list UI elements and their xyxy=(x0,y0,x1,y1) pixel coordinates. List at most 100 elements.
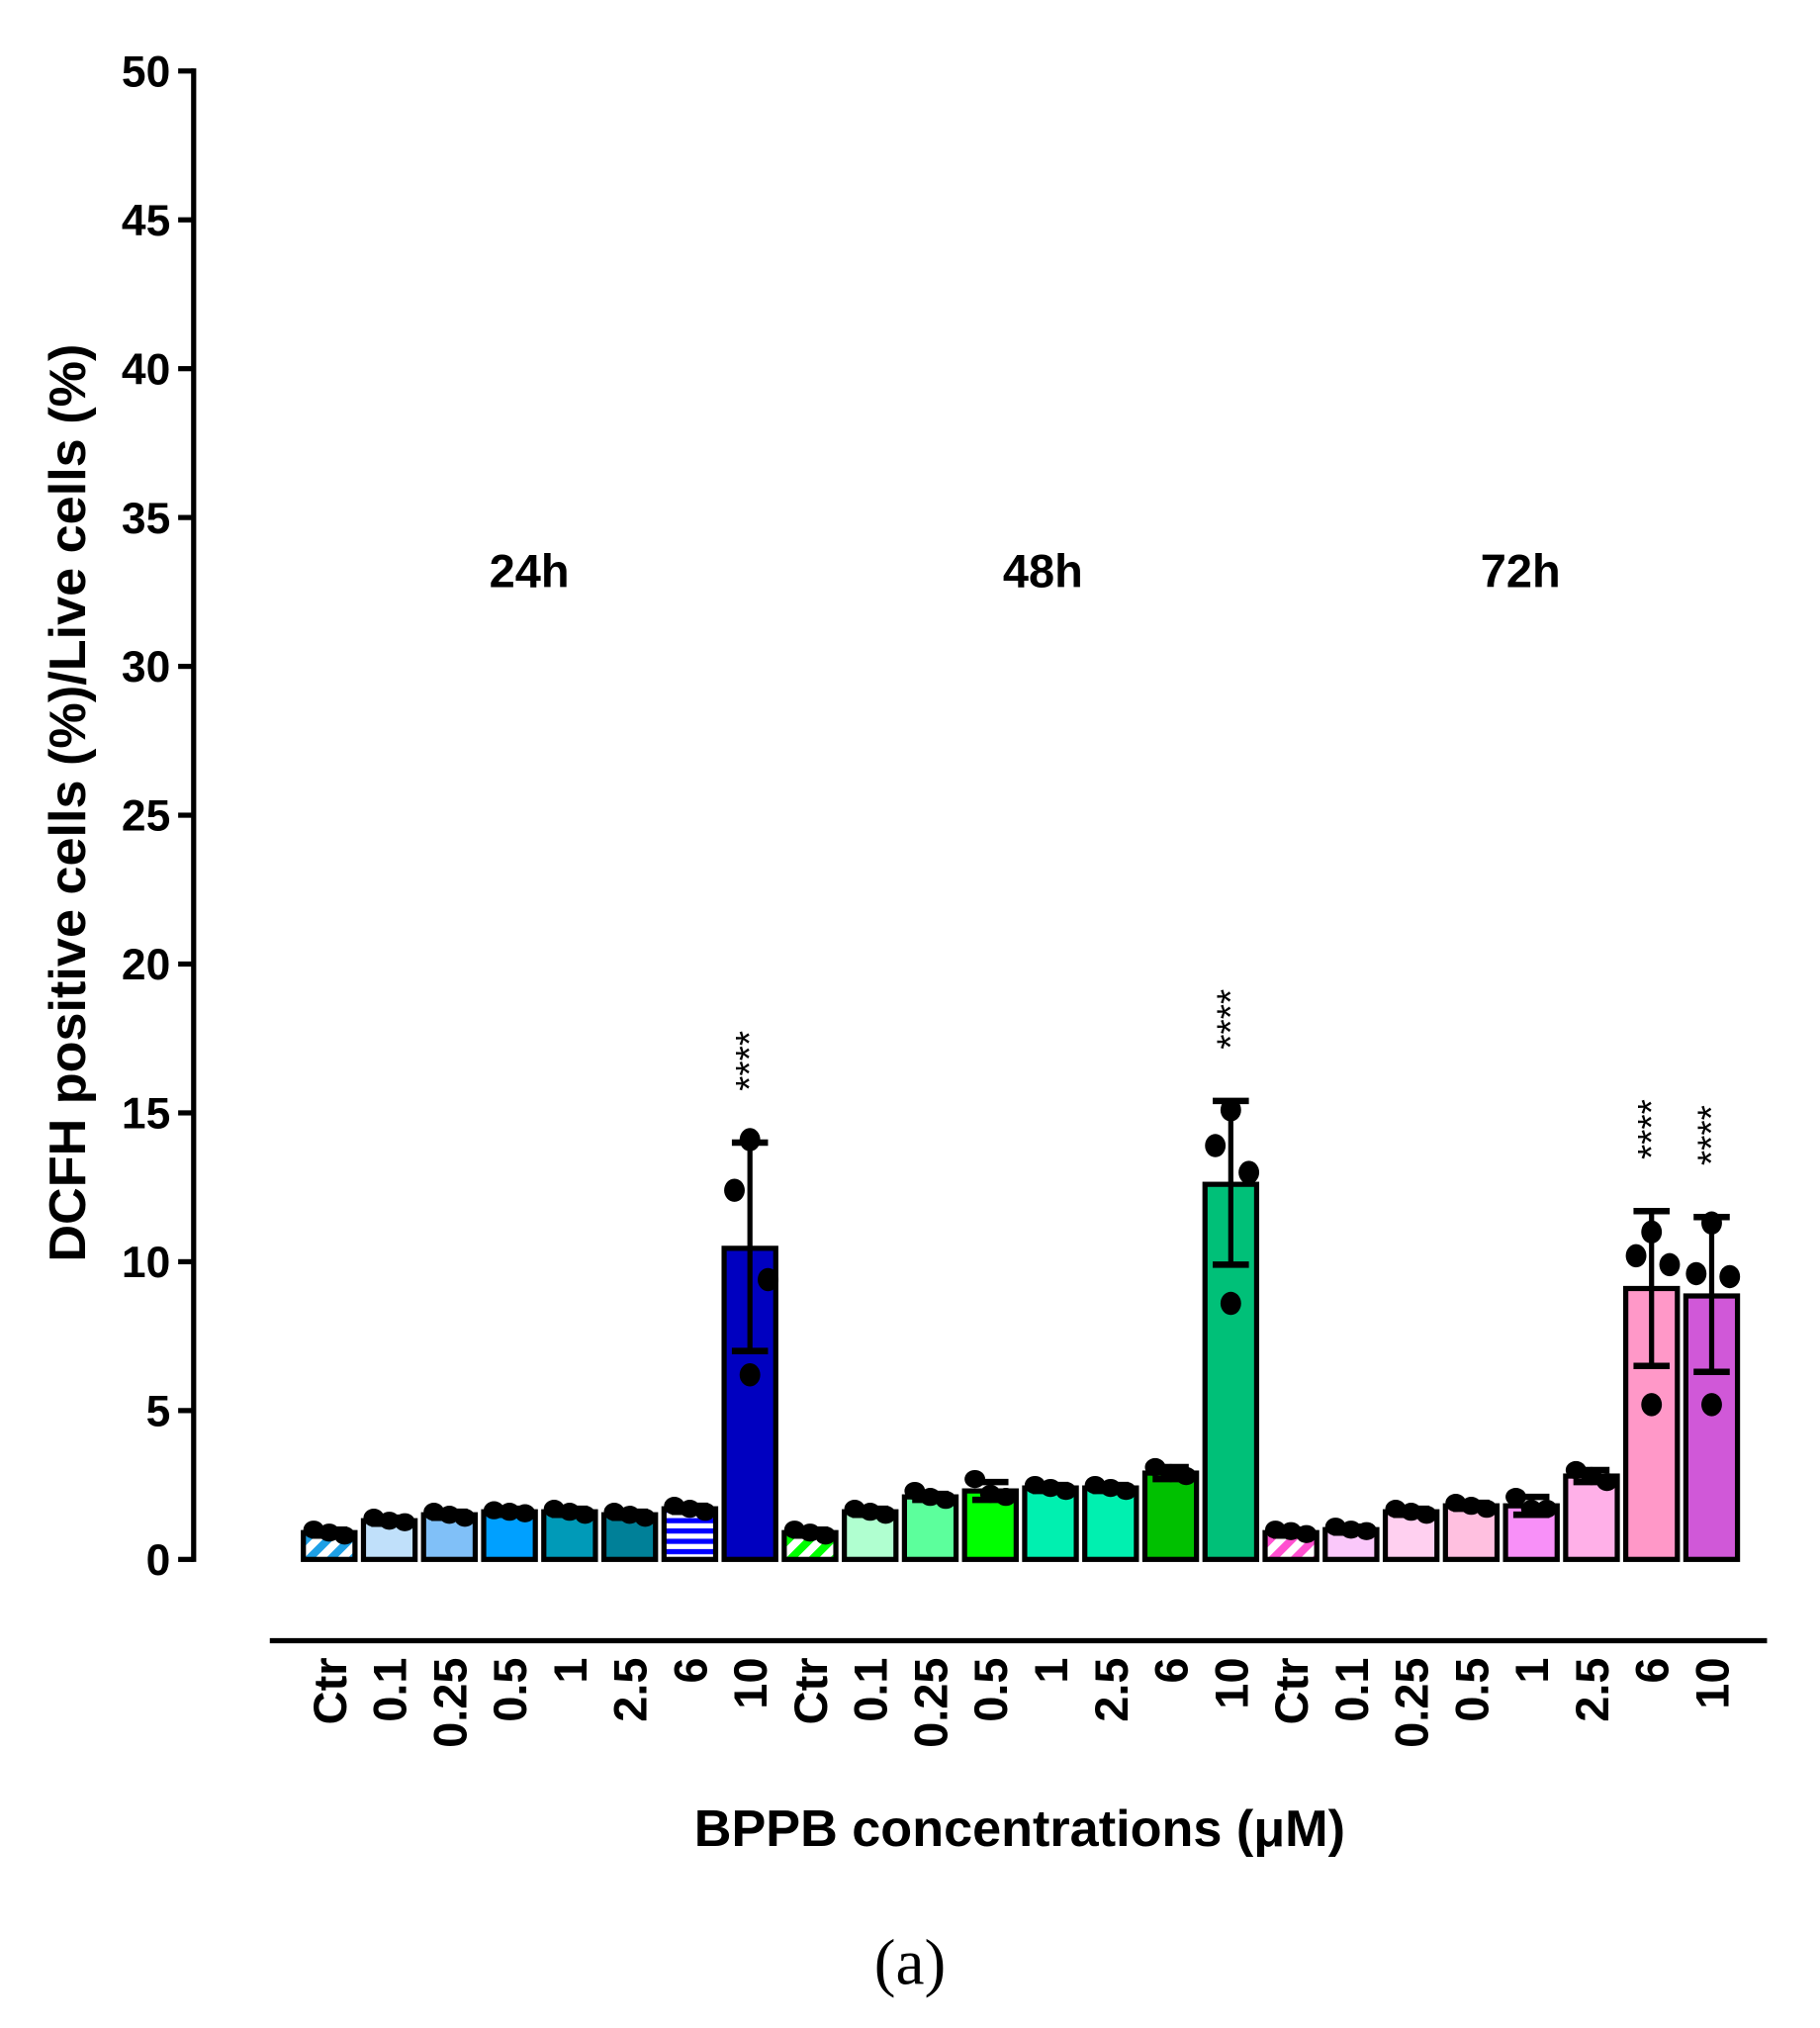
y-tick-label: 35 xyxy=(122,495,170,543)
y-tick-label: 25 xyxy=(122,792,170,841)
group-label: 24h xyxy=(490,545,570,598)
x-tick-label: 6 xyxy=(1145,1657,1198,1683)
data-point xyxy=(1205,1134,1227,1157)
data-point xyxy=(1116,1481,1137,1501)
data-point xyxy=(303,1521,324,1539)
x-axis: Ctr 0.1 0.25 0.5 1 2.5 6 10 Ctr 0.1 0.25 0.5 1 2.5 6 10… xyxy=(269,1637,1768,1748)
significance-label: **** xyxy=(1631,1099,1674,1159)
data-point xyxy=(1476,1500,1498,1519)
x-axis-label: BPPB concentrations (μM) xyxy=(694,1800,1345,1858)
data-point xyxy=(1024,1475,1046,1495)
panel-label: (a) xyxy=(874,1928,946,1999)
x-tick-label: Ctr xyxy=(784,1657,837,1724)
y-tick-label: 10 xyxy=(122,1239,170,1287)
bar xyxy=(1022,1485,1079,1562)
data-point xyxy=(1340,1521,1362,1539)
data-point xyxy=(1565,1460,1587,1480)
x-tick-label: 0.5 xyxy=(964,1657,1017,1721)
data-point xyxy=(1596,1472,1618,1492)
x-tick-label: Ctr xyxy=(1265,1657,1318,1724)
data-point xyxy=(1415,1506,1437,1524)
data-point xyxy=(1385,1500,1407,1519)
x-tick-label: 0.1 xyxy=(1325,1657,1378,1721)
data-point xyxy=(1581,1466,1602,1486)
data-point xyxy=(318,1523,340,1542)
x-tick-label: 6 xyxy=(1626,1657,1679,1683)
significance-label: **** xyxy=(729,1031,772,1091)
data-point xyxy=(758,1267,778,1292)
data-point xyxy=(1641,1393,1663,1417)
data-point xyxy=(575,1506,595,1524)
x-tick-label: 10 xyxy=(1205,1657,1257,1708)
data-point xyxy=(935,1491,956,1510)
x-tick-label: 2.5 xyxy=(1566,1657,1618,1721)
data-point xyxy=(664,1497,685,1516)
data-point xyxy=(1084,1475,1106,1495)
data-point xyxy=(1265,1521,1286,1539)
data-point xyxy=(679,1500,700,1519)
data-point xyxy=(394,1513,415,1531)
data-point xyxy=(514,1504,536,1522)
data-point xyxy=(739,1363,761,1387)
data-point xyxy=(1160,1463,1182,1483)
data-point xyxy=(979,1484,1001,1504)
data-point xyxy=(363,1509,385,1527)
data-point xyxy=(334,1526,355,1545)
data-point xyxy=(1625,1244,1647,1268)
data-point xyxy=(783,1521,805,1539)
data-point xyxy=(724,1178,745,1202)
group-label: 72h xyxy=(1481,545,1561,598)
data-point xyxy=(1520,1500,1542,1519)
data-point xyxy=(1505,1487,1526,1507)
data-point xyxy=(904,1481,926,1501)
x-tick-label: 0.1 xyxy=(364,1657,416,1721)
data-point xyxy=(1356,1521,1377,1540)
data-point xyxy=(1701,1393,1722,1417)
data-point xyxy=(1324,1518,1346,1536)
x-tick-label: 2.5 xyxy=(604,1657,657,1721)
data-point xyxy=(1460,1497,1482,1516)
x-tick-label: 10 xyxy=(724,1657,776,1708)
x-tick-label: Ctr xyxy=(304,1657,356,1724)
data-point xyxy=(1641,1220,1663,1244)
data-point xyxy=(634,1509,656,1527)
x-tick-label: 0.25 xyxy=(904,1657,956,1747)
x-tick-label: 1 xyxy=(544,1657,596,1683)
data-point xyxy=(1659,1252,1681,1277)
x-tick-label: 10 xyxy=(1685,1657,1738,1708)
y-tick-label: 5 xyxy=(146,1388,171,1436)
significance-label: **** xyxy=(1210,989,1252,1050)
data-point xyxy=(438,1506,460,1524)
data-point xyxy=(799,1523,821,1542)
x-tick-label: 0.1 xyxy=(845,1657,897,1721)
data-point xyxy=(739,1128,761,1152)
data-point xyxy=(1701,1211,1722,1236)
data-point xyxy=(619,1506,641,1524)
data-point xyxy=(1401,1503,1422,1521)
data-point xyxy=(379,1512,401,1530)
data-point xyxy=(484,1501,504,1520)
group-label: 48h xyxy=(1003,545,1083,598)
x-tick-label: 2.5 xyxy=(1085,1657,1138,1721)
data-point xyxy=(543,1500,565,1519)
data-point xyxy=(1238,1160,1260,1184)
data-point xyxy=(920,1487,941,1507)
y-tick-label: 15 xyxy=(122,1090,170,1139)
data-point xyxy=(1220,1098,1241,1122)
data-point xyxy=(1175,1466,1197,1486)
data-point xyxy=(964,1469,986,1489)
data-point xyxy=(694,1503,716,1521)
y-tick-label: 40 xyxy=(122,345,170,394)
data-point xyxy=(860,1503,881,1521)
x-tick-label: 0.5 xyxy=(1445,1657,1498,1721)
data-point xyxy=(559,1503,581,1521)
data-point xyxy=(1100,1478,1122,1498)
data-point xyxy=(1040,1478,1061,1498)
data-point xyxy=(1445,1494,1467,1513)
x-tick-label: 0.25 xyxy=(1386,1657,1438,1747)
y-axis: 0 5 10 15 20 25 30 35 40 45 50 xyxy=(122,47,197,1585)
data-point xyxy=(454,1509,476,1527)
data-point xyxy=(1144,1457,1166,1477)
data-point xyxy=(1296,1524,1318,1543)
